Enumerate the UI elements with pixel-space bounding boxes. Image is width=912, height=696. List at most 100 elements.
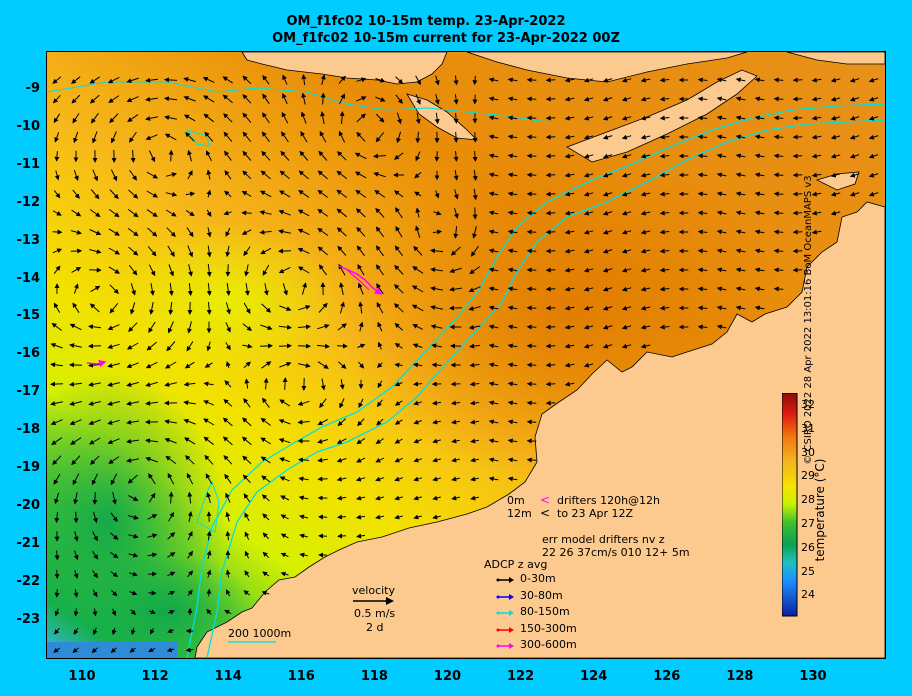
map-canvas — [47, 52, 885, 658]
current-vector-arrow — [54, 569, 60, 580]
current-vector-arrow — [583, 115, 594, 121]
longitude-tick-label: 126 — [653, 669, 681, 684]
current-vector-arrow — [754, 267, 765, 273]
current-vector-arrow — [107, 419, 120, 425]
current-vector-arrow — [69, 419, 82, 426]
current-vector-arrow — [526, 229, 537, 235]
current-vector-arrow — [868, 77, 879, 83]
current-vector-arrow — [69, 401, 82, 406]
current-vector-arrow — [451, 419, 460, 425]
current-vector-arrow — [376, 399, 383, 408]
current-vector-arrow — [127, 208, 139, 218]
current-vector-arrow — [50, 419, 63, 426]
current-vector-arrow — [376, 302, 384, 314]
current-vector-arrow — [735, 267, 746, 273]
current-vector-arrow — [640, 343, 651, 349]
current-vector-arrow — [602, 96, 613, 102]
map-title-current: OM_f1fc02 10-15m current for 23-Apr-2022… — [272, 31, 620, 46]
current-vector-arrow — [186, 227, 194, 238]
current-vector-arrow — [278, 343, 292, 349]
current-vector-arrow — [811, 210, 822, 216]
current-vector-arrow — [224, 150, 232, 161]
current-vector-arrow — [187, 589, 193, 597]
current-vector-arrow — [472, 75, 478, 86]
current-vector-arrow — [206, 569, 212, 578]
current-vector-arrow — [735, 153, 746, 159]
current-vector-arrow — [564, 210, 575, 216]
current-vector-arrow — [225, 227, 231, 237]
current-vector-arrow — [206, 530, 212, 541]
current-vector-arrow — [126, 457, 139, 463]
current-vector-arrow — [735, 77, 746, 83]
current-vector-arrow — [354, 152, 367, 160]
current-vector-arrow — [110, 590, 118, 597]
current-vector-arrow — [54, 132, 60, 143]
current-vector-arrow — [127, 474, 138, 484]
current-vector-arrow — [54, 511, 60, 524]
current-vector-arrow — [50, 362, 63, 368]
current-vector-arrow — [394, 245, 404, 257]
ocean-temperature-map — [46, 51, 886, 659]
current-vector-arrow — [110, 473, 118, 486]
current-vector-arrow — [316, 343, 330, 349]
current-vector-arrow — [773, 229, 784, 235]
current-vector-arrow — [317, 361, 329, 369]
current-vector-arrow — [507, 267, 518, 273]
current-vector-arrow — [545, 286, 556, 292]
current-vector-arrow — [412, 266, 424, 274]
current-vector-arrow — [204, 131, 214, 142]
current-vector-arrow — [602, 134, 613, 140]
current-vector-arrow — [469, 400, 480, 406]
current-vector-arrow — [488, 419, 499, 425]
current-vector-arrow — [262, 93, 270, 104]
current-vector-arrow — [659, 77, 670, 83]
current-vector-arrow — [185, 191, 196, 197]
current-vector-arrow — [375, 438, 384, 444]
current-vector-arrow — [72, 189, 80, 199]
current-vector-arrow — [375, 132, 385, 143]
current-vector-arrow — [187, 550, 193, 559]
current-vector-arrow — [261, 150, 271, 161]
current-vector-arrow — [167, 245, 175, 257]
current-vector-arrow — [53, 265, 61, 275]
current-vector-arrow — [355, 208, 366, 218]
current-vector-arrow — [413, 495, 422, 501]
current-vector-arrow — [754, 229, 765, 235]
current-vector-arrow — [545, 400, 556, 406]
current-vector-arrow — [298, 363, 311, 368]
current-vector-arrow — [244, 378, 250, 389]
current-vector-arrow — [108, 228, 120, 236]
current-vector-arrow — [526, 248, 537, 254]
current-vector-arrow — [430, 286, 443, 292]
current-vector-arrow — [640, 248, 651, 254]
legend-depth-0m: 0m — [507, 494, 525, 507]
current-vector-arrow — [72, 113, 80, 124]
current-vector-arrow — [69, 323, 82, 331]
current-vector-arrow — [583, 153, 594, 159]
drifter-arrow-magenta-icon: < — [540, 493, 551, 507]
legend-velocity-duration: 2 d — [366, 621, 384, 634]
current-vector-arrow — [183, 418, 196, 425]
current-vector-arrow — [432, 514, 441, 520]
current-vector-arrow — [206, 209, 212, 217]
current-vector-arrow — [640, 210, 651, 216]
current-vector-arrow — [281, 131, 289, 143]
current-vector-arrow — [868, 172, 879, 178]
colorbar-tick-label: 26 — [801, 540, 815, 554]
current-vector-arrow — [54, 550, 60, 561]
current-vector-arrow — [716, 286, 727, 292]
current-vector-arrow — [868, 115, 879, 121]
current-vector-arrow — [89, 455, 100, 465]
current-vector-arrow — [697, 153, 708, 159]
current-vector-arrow — [394, 400, 403, 406]
current-vector-arrow — [168, 282, 174, 296]
current-vector-arrow — [320, 378, 326, 391]
current-vector-arrow — [338, 130, 346, 143]
current-vector-arrow — [830, 134, 841, 140]
current-vector-arrow — [413, 476, 422, 482]
current-vector-arrow — [298, 476, 309, 482]
current-vector-arrow — [109, 113, 119, 124]
current-vector-arrow — [358, 321, 364, 332]
current-vector-arrow — [507, 438, 518, 444]
current-vector-arrow — [754, 77, 765, 83]
